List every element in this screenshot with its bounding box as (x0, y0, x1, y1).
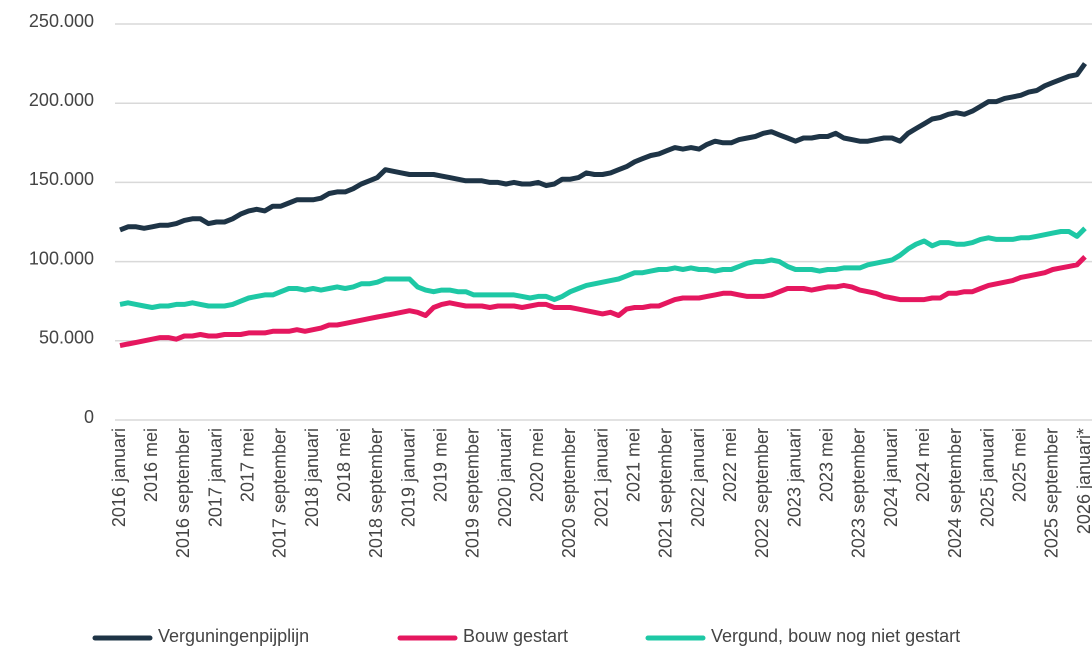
x-tick-label: 2021 mei (623, 428, 643, 502)
legend-label: Verguningenpijplijn (158, 626, 309, 646)
x-tick-label: 2016 mei (141, 428, 161, 502)
y-tick-label: 250.000 (29, 11, 94, 31)
y-tick-label: 100.000 (29, 248, 94, 268)
series-line (119, 62, 1088, 233)
series-line (119, 255, 1087, 349)
legend-label: Vergund, bouw nog niet gestart (711, 626, 960, 646)
x-tick-label: 2025 mei (1009, 428, 1029, 502)
series-line (119, 226, 1087, 310)
x-tick-label: 2024 januari (881, 428, 901, 527)
x-tick-label: 2021 januari (591, 428, 611, 527)
x-tick-label: 2022 september (752, 428, 772, 558)
x-tick-label: 2019 mei (430, 428, 450, 502)
y-tick-label: 200.000 (29, 90, 94, 110)
x-tick-label: 2025 september (1042, 428, 1062, 558)
x-tick-label: 2017 januari (205, 428, 225, 527)
x-tick-label: 2020 september (559, 428, 579, 558)
y-tick-label: 0 (84, 407, 94, 427)
x-tick-label: 2020 januari (495, 428, 515, 527)
x-tick-label: 2018 januari (302, 428, 322, 527)
x-tick-label: 2016 september (173, 428, 193, 558)
x-tick-label: 2022 januari (688, 428, 708, 527)
x-tick-label: 2023 januari (784, 428, 804, 527)
legend-label: Bouw gestart (463, 626, 568, 646)
x-tick-label: 2017 september (270, 428, 290, 558)
x-tick-label: 2023 september (849, 428, 869, 558)
x-tick-label: 2019 september (463, 428, 483, 558)
x-tick-label: 2026 januari* (1074, 428, 1092, 534)
x-tick-label: 2023 mei (816, 428, 836, 502)
y-tick-label: 50.000 (39, 328, 94, 348)
x-tick-label: 2021 september (656, 428, 676, 558)
x-tick-label: 2024 mei (913, 428, 933, 502)
x-tick-label: 2016 januari (109, 428, 129, 527)
x-tick-label: 2018 september (366, 428, 386, 558)
x-tick-label: 2017 mei (237, 428, 257, 502)
x-tick-label: 2018 mei (334, 428, 354, 502)
x-tick-label: 2022 mei (720, 428, 740, 502)
y-tick-label: 150.000 (29, 169, 94, 189)
x-tick-label: 2020 mei (527, 428, 547, 502)
x-tick-label: 2019 januari (398, 428, 418, 527)
x-tick-label: 2025 januari (977, 428, 997, 527)
x-tick-label: 2024 september (945, 428, 965, 558)
